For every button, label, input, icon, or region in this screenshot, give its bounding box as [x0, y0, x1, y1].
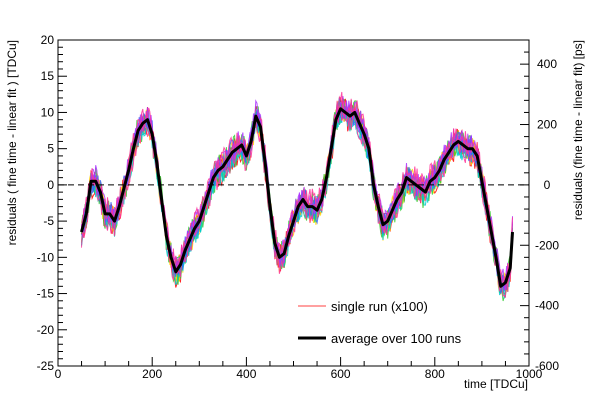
y-left-tick-label: -5 [43, 214, 54, 228]
x-axis-label: time [TDCu] [464, 377, 528, 391]
x-tick-label: 400 [236, 367, 256, 381]
y-right-tick-label: 200 [537, 118, 557, 132]
y-left-axis-label: residuals ( fine time - linear fit ) [TD… [5, 40, 19, 245]
plot-frame [57, 39, 530, 367]
y-left-tick-label: 10 [41, 105, 55, 119]
single-run-band [81, 91, 513, 302]
x-tick-label: 800 [425, 367, 445, 381]
y-left-tick-label: -10 [37, 250, 55, 264]
y-right-tick-label: 0 [544, 178, 551, 192]
y-left-tick-label: 5 [47, 142, 54, 156]
y-left-tick-label: 20 [41, 33, 55, 47]
y-right-axis: 400 200 0 -200 -400 -600 [520, 39, 559, 373]
y-right-tick-label: 400 [537, 57, 557, 71]
legend: single run (x100) average over 100 runs [298, 299, 462, 346]
y-left-tick-label: -15 [37, 287, 55, 301]
y-right-tick-label: -600 [535, 359, 559, 373]
single-run-line [81, 106, 513, 302]
y-left-tick-label: -25 [37, 359, 55, 373]
single-run-line [81, 91, 513, 285]
x-axis: 0 200 400 600 800 1000 [55, 357, 543, 381]
y-left-tick-label: -20 [37, 323, 55, 337]
y-left-tick-label: 0 [47, 178, 54, 192]
x-tick-label: 600 [331, 367, 351, 381]
y-left-tick-label: 15 [41, 69, 55, 83]
y-right-axis-label: residuals (fine time - linear fit) [ps] [571, 40, 585, 220]
x-tick-label: 200 [142, 367, 162, 381]
x-tick-label: 0 [55, 367, 62, 381]
average-line [80, 107, 514, 288]
y-right-tick-label: -400 [535, 299, 559, 313]
y-right-tick-label: -200 [535, 238, 559, 252]
legend-label-average: average over 100 runs [331, 331, 462, 346]
y-left-axis: 20 15 10 5 0 -5 -10 -15 -20 -25 [37, 33, 67, 373]
legend-label-single-run: single run (x100) [331, 299, 428, 314]
x-tick-label: 1000 [516, 367, 543, 381]
